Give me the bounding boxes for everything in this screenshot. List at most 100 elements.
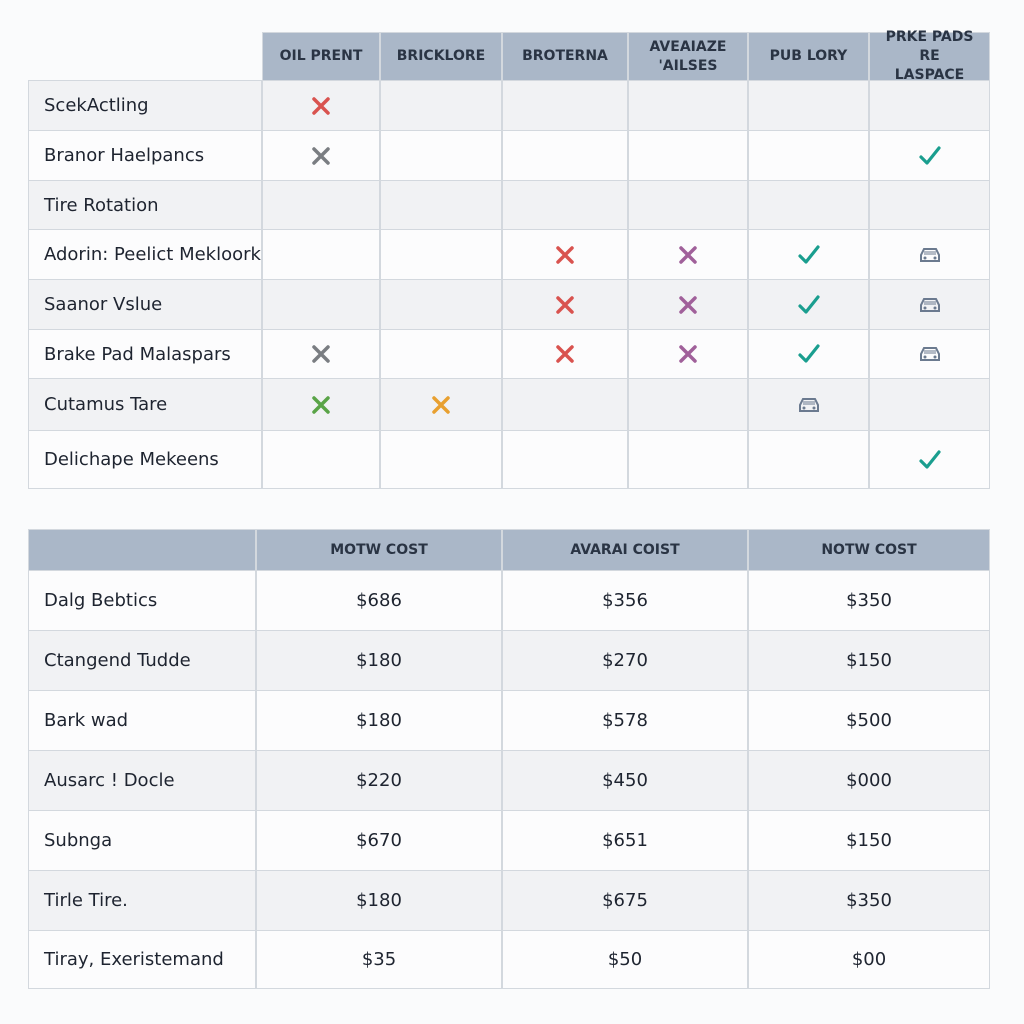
feature-cell: [748, 130, 869, 181]
cost-cell: $180: [256, 870, 502, 931]
feature-cell: [748, 180, 869, 230]
row-label: Adorin: Peelict Mekloork: [28, 229, 262, 280]
cost-cell: $50: [502, 930, 748, 989]
feature-cell: [748, 378, 869, 431]
feature-cell: [262, 279, 380, 330]
feature-cell: [869, 229, 990, 280]
column-header: AVARAI COIST: [502, 529, 748, 571]
row-label: Tiray, Exeristemand: [28, 930, 256, 989]
feature-cell: [748, 229, 869, 280]
row-label: Dalg Bebtics: [28, 570, 256, 631]
x-icon: [679, 245, 697, 264]
row-label: Tirle Tire.: [28, 870, 256, 931]
feature-cell: [628, 130, 748, 181]
feature-cell: [502, 180, 628, 230]
cost-cell: $670: [256, 810, 502, 871]
feature-cell: [628, 430, 748, 489]
x-icon: [679, 345, 697, 363]
cost-cell: $651: [502, 810, 748, 871]
feature-cell: [628, 279, 748, 330]
feature-cell: [262, 130, 380, 181]
feature-cell: [380, 80, 502, 131]
row-label: Subnga: [28, 810, 256, 871]
row-label: Ctangend Tudde: [28, 630, 256, 691]
column-header: AVEAIAZE 'AILSES: [628, 32, 748, 81]
feature-cell: [262, 180, 380, 230]
feature-cell: [380, 229, 502, 280]
feature-cell: [869, 180, 990, 230]
feature-cell: [869, 130, 990, 181]
feature-cell: [262, 430, 380, 489]
cost-cell: $150: [748, 810, 990, 871]
row-label: Branor Haelpancs: [28, 130, 262, 181]
cost-cell: $450: [502, 750, 748, 811]
column-header: NOTW COST: [748, 529, 990, 571]
column-header: MOTW COST: [256, 529, 502, 571]
cost-cell: $000: [748, 750, 990, 811]
cost-cell: $220: [256, 750, 502, 811]
feature-cell: [262, 80, 380, 131]
feature-cell: [380, 180, 502, 230]
x-icon: [556, 245, 574, 264]
header-corner: [28, 529, 256, 571]
car-icon: [919, 247, 940, 262]
feature-cell: [869, 329, 990, 379]
feature-cell: [869, 80, 990, 131]
x-icon: [312, 146, 330, 165]
feature-cell: [502, 329, 628, 379]
feature-cell: [502, 229, 628, 280]
check-icon: [797, 344, 820, 363]
cost-cell: $578: [502, 690, 748, 751]
feature-cell: [869, 430, 990, 489]
feature-cell: [628, 229, 748, 280]
feature-cell: [628, 180, 748, 230]
cost-cell: $686: [256, 570, 502, 631]
feature-cell: [380, 130, 502, 181]
feature-cell: [380, 329, 502, 379]
cost-cell: $350: [748, 870, 990, 931]
check-icon: [918, 449, 941, 469]
feature-cell: [502, 279, 628, 330]
column-header: BROTERNA: [502, 32, 628, 81]
row-label: ScekActling: [28, 80, 262, 131]
feature-cell: [748, 80, 869, 131]
feature-cell: [502, 378, 628, 431]
row-label: Brake Pad Malaspars: [28, 329, 262, 379]
feature-cell: [628, 329, 748, 379]
cost-cell: $350: [748, 570, 990, 631]
feature-cell: [262, 229, 380, 280]
cost-cell: $35: [256, 930, 502, 989]
feature-cell: [748, 430, 869, 489]
x-icon: [679, 295, 697, 314]
feature-cell: [628, 378, 748, 431]
column-header: PRKE PADS RE LASPACE: [869, 29, 990, 83]
row-label: Cutamus Tare: [28, 378, 262, 431]
feature-cell: [748, 329, 869, 379]
cost-cell: $180: [256, 690, 502, 751]
feature-cell: [262, 378, 380, 431]
row-label: Delichape Mekeens: [28, 430, 262, 489]
x-icon: [312, 395, 330, 414]
row-label: Tire Rotation: [28, 180, 262, 230]
row-label: Ausarc ! Docle: [28, 750, 256, 811]
feature-cell: [628, 80, 748, 131]
x-icon: [432, 395, 450, 414]
row-label: Saanor Vslue: [28, 279, 262, 330]
column-header: PUB LORY: [748, 32, 869, 81]
feature-cell: [869, 279, 990, 330]
cost-cell: $270: [502, 630, 748, 691]
check-icon: [797, 244, 820, 264]
x-icon: [312, 345, 330, 363]
car-icon: [919, 347, 940, 361]
column-header: OIL PRENT: [262, 32, 380, 81]
feature-cell: [380, 378, 502, 431]
feature-cell: [380, 430, 502, 489]
feature-cell: [502, 130, 628, 181]
cost-cell: $356: [502, 570, 748, 631]
cost-cell: $150: [748, 630, 990, 691]
feature-cell: [262, 329, 380, 379]
x-icon: [556, 295, 574, 314]
car-icon: [919, 297, 940, 312]
row-label: Bark wad: [28, 690, 256, 751]
cost-cell: $675: [502, 870, 748, 931]
